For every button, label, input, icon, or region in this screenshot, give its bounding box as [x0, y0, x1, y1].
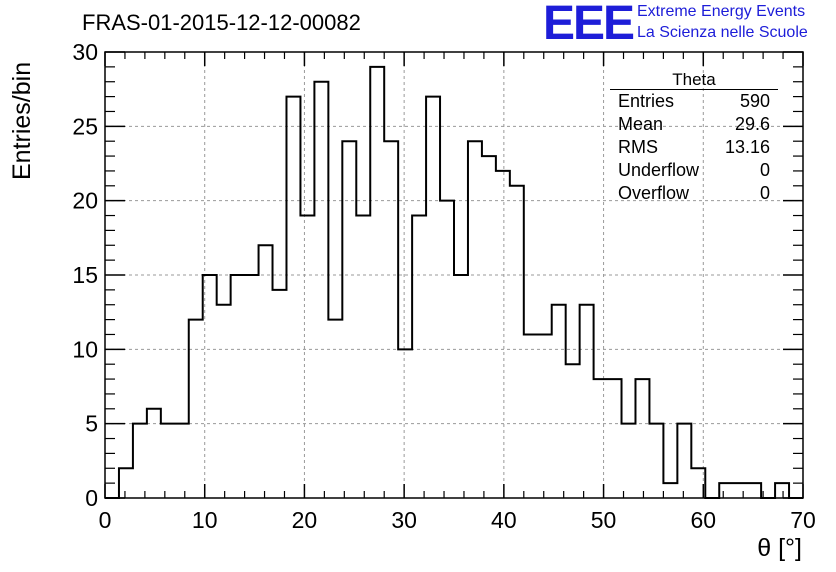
- x-tick-label: 60: [690, 507, 716, 533]
- stats-value: 29.6: [734, 114, 770, 134]
- y-tick-label: 30: [72, 39, 98, 65]
- x-tick-label: 40: [491, 507, 517, 533]
- y-tick-label: 25: [72, 113, 98, 139]
- eee-logo: EEE: [543, 0, 635, 50]
- stats-row-rms: RMS 13.16: [610, 136, 778, 159]
- x-tick-label: 30: [391, 507, 417, 533]
- axis-ticks: [104, 51, 804, 499]
- stats-box: Theta Entries 590 Mean 29.6 RMS 13.16 Un…: [610, 70, 778, 205]
- stats-row-underflow: Underflow 0: [610, 159, 778, 182]
- stats-value: 0: [759, 183, 770, 203]
- x-tick-label: 70: [790, 507, 816, 533]
- stats-row-entries: Entries 590: [610, 90, 778, 113]
- stats-value: 0: [759, 160, 770, 180]
- y-tick-label: 15: [72, 262, 98, 288]
- stats-row-overflow: Overflow 0: [610, 182, 778, 205]
- x-tick-label: 20: [292, 507, 318, 533]
- logo-line-2: La Scienza nelle Scuole: [637, 24, 808, 41]
- x-axis-label: θ [°]: [757, 534, 802, 562]
- stats-value: 590: [739, 91, 770, 111]
- stats-label: Underflow: [618, 160, 700, 180]
- stats-label: Entries: [618, 91, 675, 111]
- stats-value: 13.16: [724, 137, 770, 157]
- stats-label: RMS: [618, 137, 658, 157]
- logo-line-1: Extreme Energy Events: [637, 3, 806, 20]
- x-tick-label: 50: [591, 507, 617, 533]
- y-tick-label: 5: [85, 411, 98, 437]
- stats-label: Overflow: [618, 183, 690, 203]
- x-tick-label: 0: [99, 507, 112, 533]
- chart-title: FRAS-01-2015-12-12-00082: [82, 10, 361, 35]
- histogram-step-line: [105, 65, 803, 499]
- y-tick-label: 10: [72, 336, 98, 362]
- y-tick-label: 20: [72, 188, 98, 214]
- x-tick-label: 10: [192, 507, 218, 533]
- axis-tick-labels: 0 10 20 30 40 50 60 70 0 5 10 15 20 25 30: [72, 39, 815, 533]
- stats-label: Mean: [618, 114, 664, 134]
- stats-row-mean: Mean 29.6: [610, 113, 778, 136]
- y-axis-label: Entries/bin: [8, 61, 36, 180]
- stats-title: Theta: [610, 70, 778, 90]
- y-tick-label: 0: [85, 485, 98, 511]
